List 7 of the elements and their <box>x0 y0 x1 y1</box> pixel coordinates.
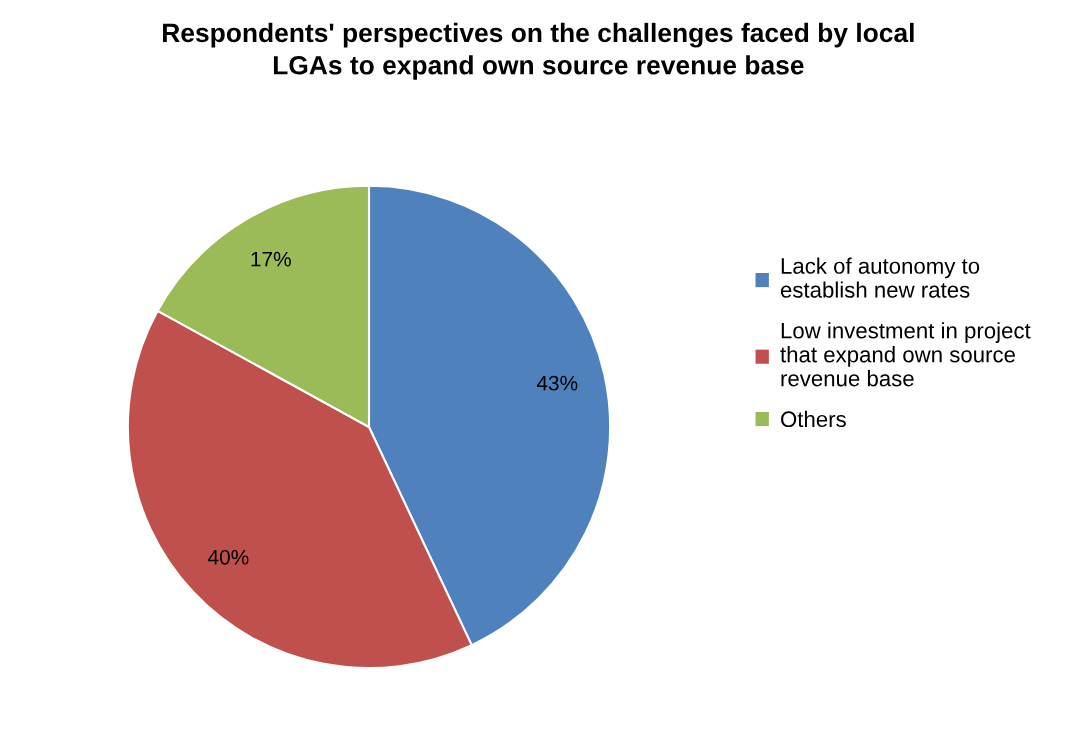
chart-title: Respondents' perspectives on the challenges faced by local LGAs to expand own source revenue base <box>163 22 914 80</box>
data-label: 17% <box>251 251 291 267</box>
data-label: 43% <box>536 375 578 391</box>
legend-label: Others <box>781 410 846 428</box>
legend-label: Lack of autonomy to establish new rates <box>780 257 980 298</box>
data-label: 40% <box>207 549 249 565</box>
legend-label: Low investment in project that expand own source revenue base <box>780 322 1031 387</box>
